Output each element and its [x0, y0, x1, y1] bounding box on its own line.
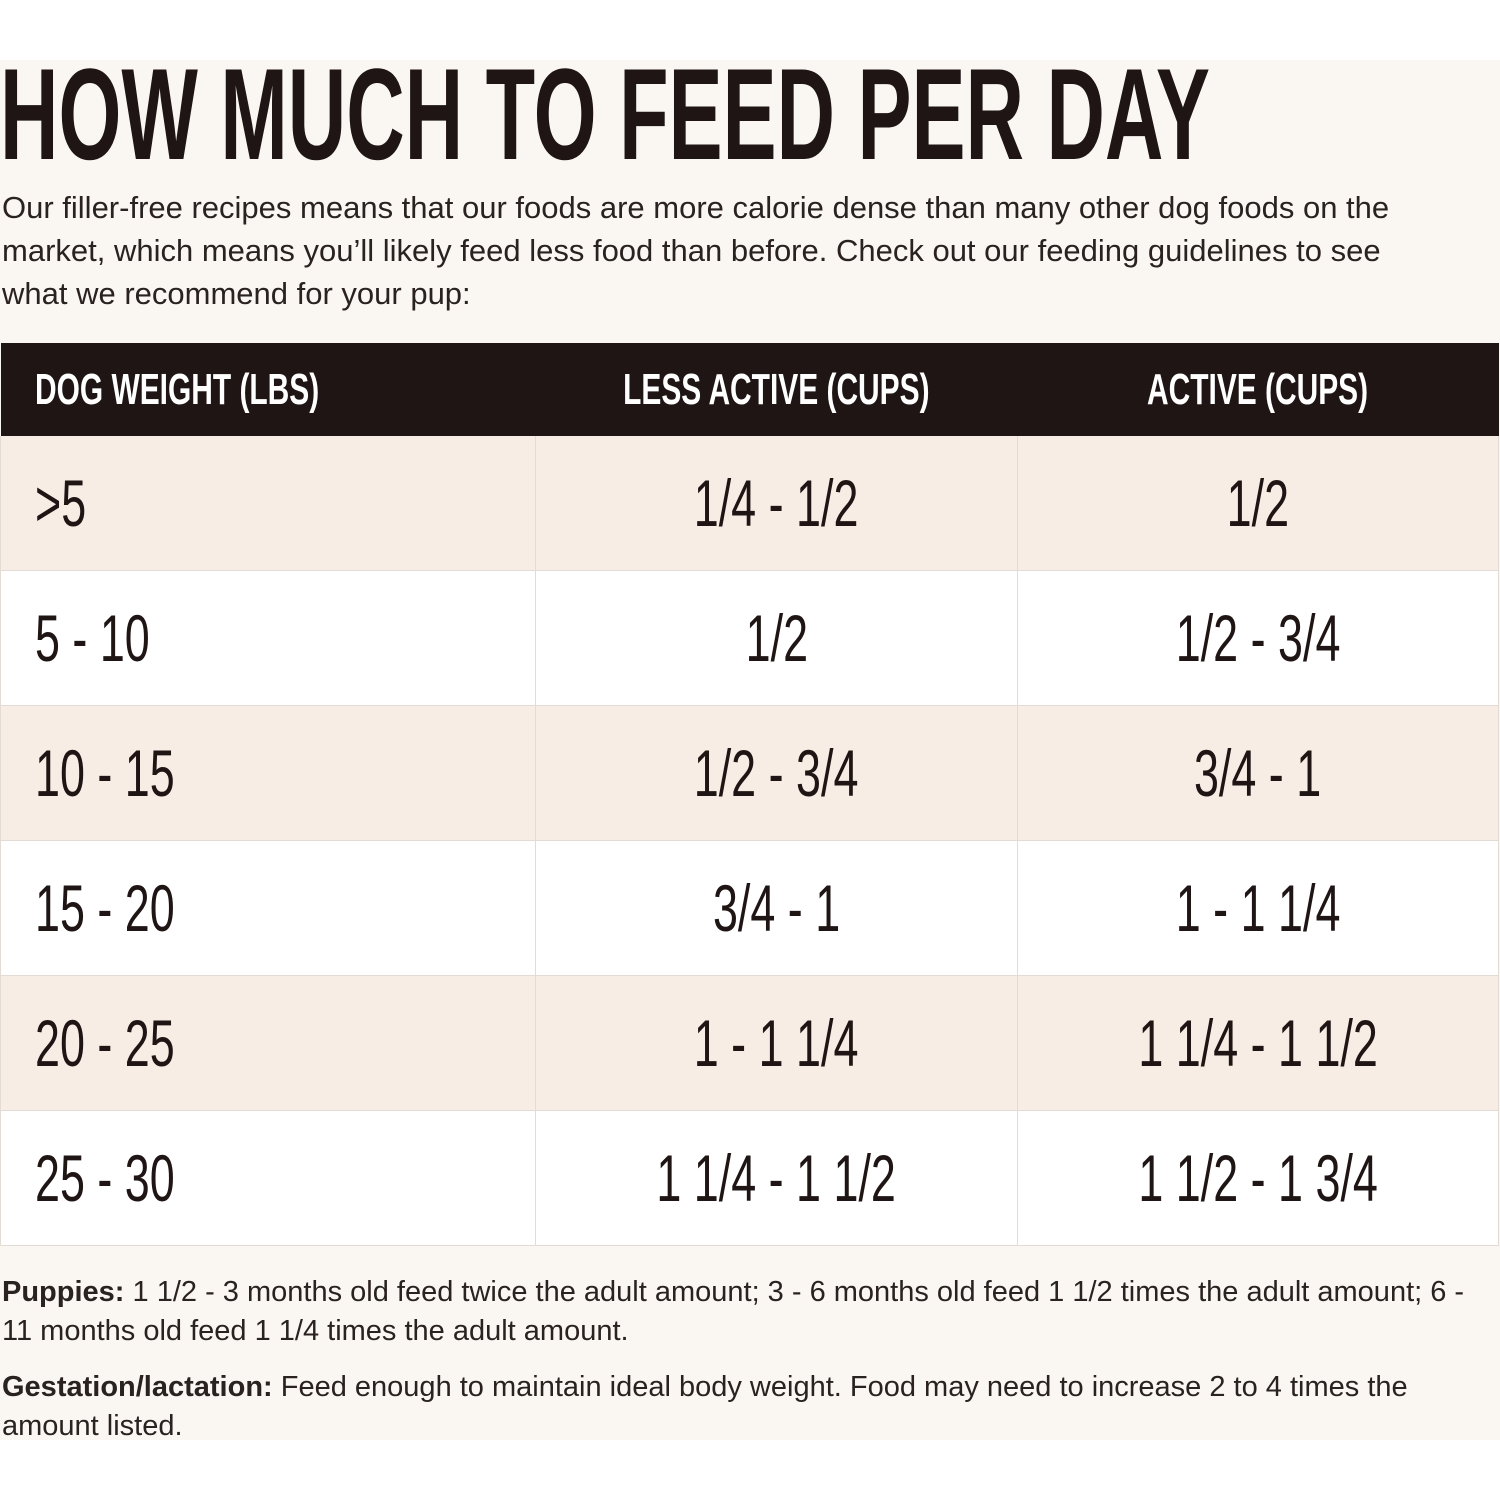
cell-text: 5 - 10	[35, 601, 150, 675]
cell-text: 3/4 - 1	[1194, 736, 1322, 810]
table-cell: 1 1/2 - 1 3/4	[1017, 1110, 1499, 1246]
cell-text: 3/4 - 1	[712, 871, 841, 945]
table-row: >5 1/4 - 1/2 1/2	[0, 436, 1499, 571]
cell-text: 1/2	[745, 601, 808, 675]
cell-text: 1 1/4 - 1 1/2	[1138, 1006, 1378, 1080]
table-row: 10 - 15 1/2 - 3/4 3/4 - 1	[0, 705, 1499, 841]
column-header-text: ACTIVE (CUPS)	[1147, 364, 1369, 414]
cell-text: 1/2	[1226, 466, 1290, 540]
footnote-text: Feed enough to maintain ideal body weigh…	[2, 1371, 1408, 1442]
cell-text: 1 - 1 1/4	[1175, 871, 1341, 945]
column-header: DOG WEIGHT (LBS)	[0, 343, 536, 436]
feeding-table: DOG WEIGHT (LBS) LESS ACTIVE (CUPS) ACTIVE…	[0, 343, 1499, 1246]
cell-text: 1 1/2 - 1 3/4	[1138, 1141, 1378, 1215]
table-cell: 5 - 10	[0, 570, 536, 706]
table-cell: 1 1/4 - 1 1/2	[1017, 975, 1499, 1111]
table-cell: >5	[0, 436, 536, 571]
column-header: LESS ACTIVE (CUPS)	[535, 343, 1018, 436]
table-cell: 15 - 20	[0, 840, 536, 976]
cell-text: 1 1/4 - 1 1/2	[656, 1141, 897, 1215]
cell-text: 25 - 30	[35, 1141, 175, 1215]
footnote-text: 1 1/2 - 3 months old feed twice the adul…	[2, 1276, 1465, 1347]
cell-text: 1/2 - 3/4	[694, 736, 859, 810]
footnote: Gestation/lactation: Feed enough to main…	[2, 1368, 1472, 1446]
table-cell: 1/2 - 3/4	[535, 705, 1018, 841]
header-row: DOG WEIGHT (LBS) LESS ACTIVE (CUPS) ACTIVE…	[0, 343, 1499, 436]
table-cell: 3/4 - 1	[535, 840, 1018, 976]
footnotes: Puppies: 1 1/2 - 3 months old feed twice…	[2, 1273, 1472, 1463]
intro: Our filler-free recipes means that our f…	[2, 190, 1390, 311]
column-header-text: DOG WEIGHT (LBS)	[34, 364, 319, 414]
cell-text: 20 - 25	[35, 1006, 175, 1080]
table-cell: 10 - 15	[0, 705, 536, 841]
footnote-label: Gestation/lactation:	[2, 1371, 273, 1403]
table-cell: 1 - 1 1/4	[1017, 840, 1499, 976]
table-row: 20 - 25 1 - 1 1/4 1 1/4 - 1 1/2	[0, 975, 1499, 1111]
table-row: 5 - 10 1/2 1/2 - 3/4	[0, 570, 1499, 706]
cell-text: 1/2 - 3/4	[1175, 601, 1341, 675]
cell-text: 15 - 20	[35, 871, 175, 945]
table-cell: 3/4 - 1	[1017, 705, 1499, 841]
table-body: >5 1/4 - 1/2 1/2 5 - 10 1/2 1/2 - 3/4 10 - 15 1…	[0, 436, 1499, 1246]
footnote-label: Puppies:	[2, 1276, 125, 1308]
column-header: ACTIVE (CUPS)	[1017, 343, 1499, 436]
table-cell: 1/2	[1017, 436, 1499, 571]
column-header-text: LESS ACTIVE (CUPS)	[623, 364, 930, 414]
document: HOW MUCH TO FEED PER DAY Our filler-free…	[0, 41, 1500, 1442]
table-row: 15 - 20 3/4 - 1 1 - 1 1/4	[0, 840, 1499, 976]
table-cell: 1 - 1 1/4	[535, 975, 1018, 1111]
table-cell: 1 1/4 - 1 1/2	[535, 1110, 1018, 1246]
cell-text: 1 - 1 1/4	[694, 1006, 859, 1080]
table-cell: 1/2 - 3/4	[1017, 570, 1499, 706]
cell-text: 1/4 - 1/2	[694, 466, 859, 540]
footnote: Puppies: 1 1/2 - 3 months old feed twice…	[2, 1273, 1472, 1351]
table-cell: 25 - 30	[0, 1110, 536, 1246]
table-cell: 1/4 - 1/2	[535, 436, 1018, 571]
cell-text: >5	[35, 466, 87, 540]
table-cell: 1/2	[535, 570, 1018, 706]
table-row: 25 - 30 1 1/4 - 1 1/2 1 1/2 - 1 3/4	[0, 1110, 1499, 1246]
table-cell: 20 - 25	[0, 975, 536, 1111]
cell-text: 10 - 15	[35, 736, 175, 810]
title: HOW MUCH TO FEED PER DAY	[0, 41, 1210, 187]
